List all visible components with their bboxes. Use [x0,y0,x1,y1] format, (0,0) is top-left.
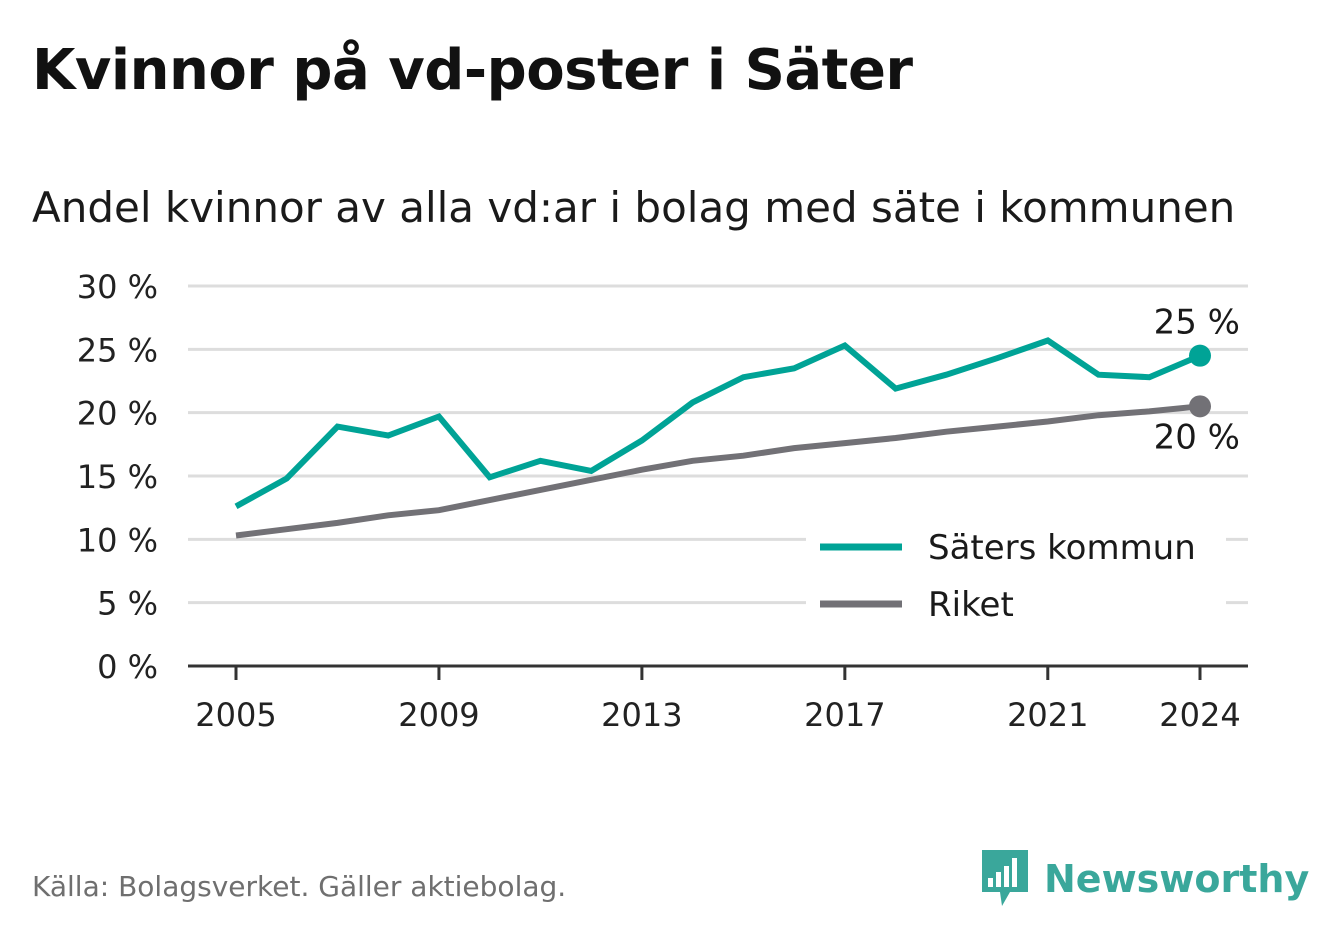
y-tick-label-15: 15 % [77,458,158,496]
series-end-point-1 [1189,395,1211,418]
legend-background [806,516,1226,634]
end-label-1: 20 % [1154,417,1240,457]
y-tick-label-0: 0 % [97,648,158,686]
newsworthy-logo: Newsworthy [980,848,1309,910]
series-line-1 [235,403,1201,539]
y-tick-label-5: 5 % [97,585,158,623]
end-label-0: 25 % [1154,303,1240,343]
y-tick-label-10: 10 % [77,521,158,559]
x-tick-label-2009: 2009 [398,696,479,734]
legend: Säters kommun Riket [806,516,1226,634]
end-labels: 25 % 20 % [1154,303,1240,458]
y-tick-label-25: 25 % [77,331,158,369]
bar-chart-logo-icon [982,850,1028,906]
source-note: Källa: Bolagsverket. Gäller aktiebolag. [32,870,567,903]
x-axis [188,664,1248,680]
x-tick-label-2005: 2005 [195,696,276,734]
x-tick-label-2017: 2017 [804,696,885,734]
x-tick-label-2013: 2013 [601,696,682,734]
x-axis-tick-labels: 2005 2009 2013 2017 2021 2024 [195,696,1240,734]
brand-name: Newsworthy [1044,857,1310,901]
series-line-0 [234,337,1202,510]
series-end-point-0 [1189,344,1211,367]
grid-lines [188,284,1248,605]
y-axis-tick-labels: 0 % 5 % 10 % 15 % 20 % 25 % 30 % [77,268,158,686]
y-tick-label-20: 20 % [77,395,158,433]
x-tick-label-2024: 2024 [1159,696,1240,734]
chart-subtitle: Andel kvinnor av alla vd:ar i bolag med … [32,183,1236,232]
series-layer [234,337,1211,539]
legend-label-0: Säters kommun [928,528,1196,568]
y-tick-label-30: 30 % [77,268,158,306]
chart-title: Kvinnor på vd-poster i Säter [32,38,913,103]
legend-label-1: Riket [928,585,1014,625]
x-tick-label-2021: 2021 [1007,696,1088,734]
